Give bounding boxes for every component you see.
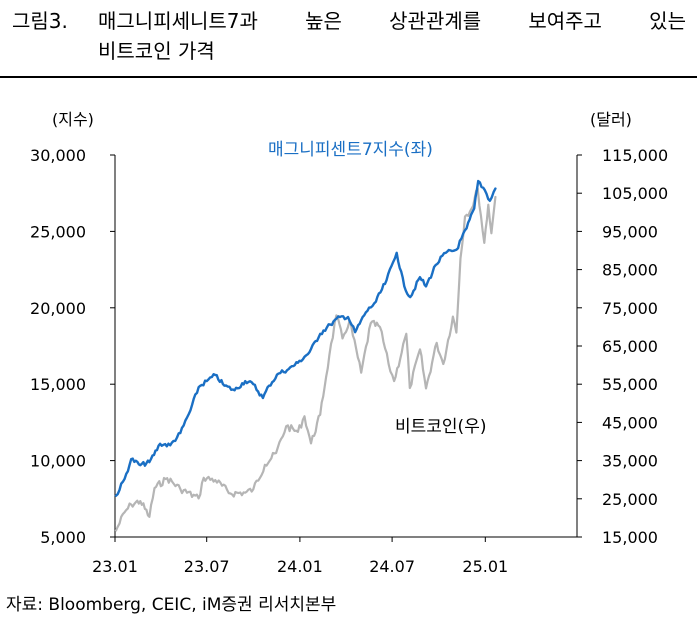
figure-number: 그림3. (12, 9, 68, 33)
right-tick-label: 115,000 (602, 146, 668, 165)
title-rule (0, 76, 697, 78)
x-tick-label: 23.07 (184, 557, 230, 576)
title-line-1: 그림3. 매그니피세니트7과 높은 상관관계를 보여주고 있는 (12, 6, 692, 36)
left-tick-label: 15,000 (30, 375, 86, 394)
left-tick-label: 25,000 (30, 222, 86, 241)
x-tick-label: 24.01 (277, 557, 323, 576)
figure-header: 그림3. 매그니피세니트7과 높은 상관관계를 보여주고 있는 비트코인 가격 (12, 6, 692, 66)
series-lines (114, 179, 497, 532)
title-line-2: 비트코인 가격 (98, 39, 215, 63)
right-tick-label: 25,000 (602, 490, 658, 509)
right-tick-label: 95,000 (602, 222, 658, 241)
right-tick-label: 35,000 (602, 452, 658, 471)
x-tick-label: 25.01 (462, 557, 508, 576)
title-word: 있는 (649, 9, 686, 33)
title-word: 높은 (305, 9, 342, 33)
left-tick-label: 20,000 (30, 299, 86, 318)
series-line-magnificent7 (114, 179, 497, 497)
right-tick-label: 45,000 (602, 413, 658, 432)
right-unit-label: (달러) (590, 110, 632, 129)
series-line-bitcoin (114, 187, 497, 532)
x-tick-label: 24.07 (369, 557, 415, 576)
right-tick-label: 75,000 (602, 299, 658, 318)
right-tick-label: 55,000 (602, 375, 658, 394)
right-tick-label: 105,000 (602, 184, 668, 203)
axes (110, 154, 582, 542)
title-word: 보여주고 (528, 9, 602, 33)
dual-axis-line-chart: 30,000 25,000 20,000 15,000 10,000 5,000 115,0… (30, 110, 668, 576)
series-label-magnificent7: 매그니피센트7지수(좌) (268, 140, 433, 160)
x-tick-label: 23.01 (92, 557, 138, 576)
right-tick-label: 15,000 (602, 528, 658, 547)
title-word: 상관관계를 (389, 9, 482, 33)
left-tick-label: 5,000 (40, 528, 86, 547)
source-note: 자료: Bloomberg, CEIC, iM증권 리서치본부 (6, 595, 337, 615)
left-unit-label: (지수) (52, 110, 94, 129)
title-word: 매그니피세니트7과 (98, 9, 258, 33)
right-tick-label: 65,000 (602, 337, 658, 356)
title-words: 매그니피세니트7과 높은 상관관계를 보여주고 있는 (98, 6, 692, 36)
left-tick-label: 30,000 (30, 146, 86, 165)
labels: 30,000 25,000 20,000 15,000 10,000 5,000 115,0… (30, 110, 668, 576)
right-tick-label: 85,000 (602, 261, 658, 280)
left-tick-label: 10,000 (30, 452, 86, 471)
series-label-bitcoin: 비트코인(우) (395, 417, 486, 437)
